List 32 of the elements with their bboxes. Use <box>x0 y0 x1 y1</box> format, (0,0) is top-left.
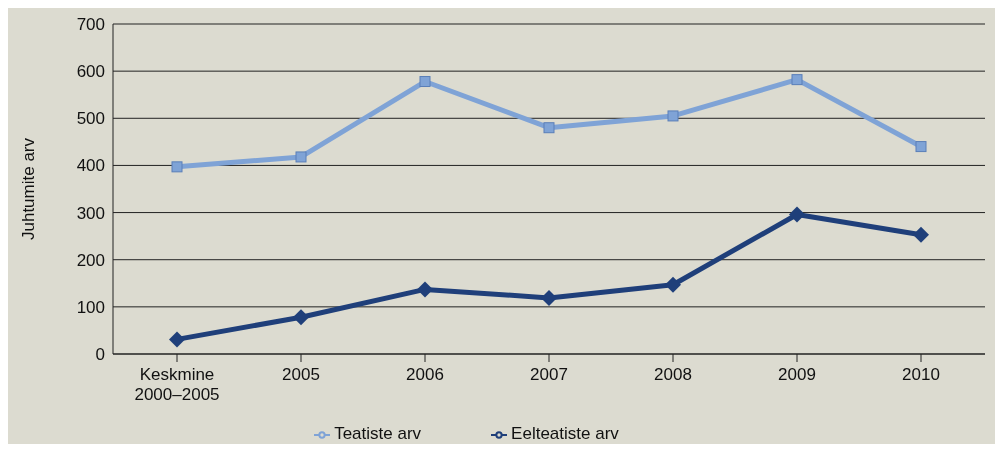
y-tick-label: 0 <box>95 345 105 365</box>
point <box>915 141 927 153</box>
point <box>789 206 805 223</box>
point <box>293 309 309 326</box>
point <box>791 74 803 86</box>
point <box>913 226 929 243</box>
point <box>665 276 681 293</box>
y-tick-label: 100 <box>76 297 105 317</box>
point <box>295 151 307 163</box>
point <box>541 289 557 306</box>
x-tick-label: Keskmine 2000–2005 <box>134 365 220 404</box>
x-tick-label: 2008 <box>654 365 692 384</box>
y-tick-label: 200 <box>76 250 105 270</box>
x-tick-label: 2009 <box>778 365 816 384</box>
point <box>171 161 183 173</box>
y-tick-label: 600 <box>76 62 105 82</box>
point <box>667 110 679 122</box>
x-tick-label: 2010 <box>902 365 940 384</box>
y-tick-label: 400 <box>76 156 105 176</box>
y-axis-title: Juhtumite arv <box>19 137 39 241</box>
point <box>419 76 431 88</box>
y-tick-label: 500 <box>76 109 105 129</box>
legend-label: Teatiste arv <box>334 424 422 443</box>
y-tick-label: 700 <box>76 15 105 35</box>
x-tick-label: 2006 <box>406 365 444 384</box>
x-tick-label: 2007 <box>530 365 568 384</box>
x-tick-label: 2005 <box>282 365 320 384</box>
point <box>417 281 433 298</box>
point <box>543 122 555 134</box>
legend-label: Eelteatiste arv <box>511 424 619 443</box>
point <box>169 331 185 348</box>
y-tick-label: 300 <box>76 203 105 223</box>
